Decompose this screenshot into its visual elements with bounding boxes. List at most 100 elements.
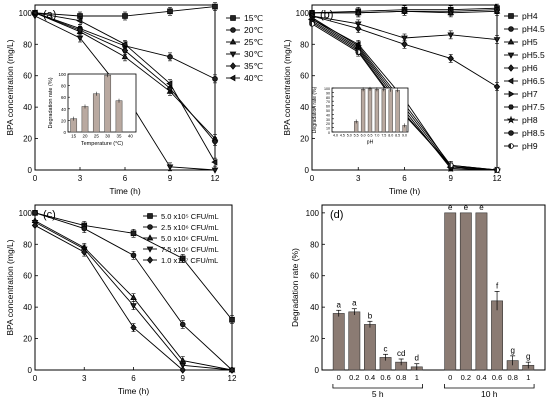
- x-tick-label: 9: [449, 174, 454, 183]
- series-2: [308, 6, 501, 18]
- data-point: [81, 225, 88, 232]
- y-tick-label: 60: [23, 72, 32, 81]
- x-tick-label: 0.4: [476, 373, 486, 382]
- data-point: [401, 35, 408, 42]
- inset-frame: [67, 73, 137, 133]
- bar: [332, 313, 345, 371]
- y-tick-label: 20: [23, 335, 32, 344]
- y-tick-label: 40: [300, 103, 309, 112]
- panel-c: 0 3 6 9 12 0 20 40 60 80 100 Time (h) BPA concentrat…: [5, 204, 237, 396]
- data-point: [211, 167, 219, 174]
- legend-entry: pH8: [522, 115, 538, 125]
- x-tick-label: 1: [415, 373, 419, 382]
- y-tick-label: 60: [310, 272, 319, 281]
- data-point: [166, 164, 174, 171]
- data-point: [179, 321, 186, 328]
- inset-x-tick-label: 25: [94, 134, 100, 139]
- inset-bar: [388, 89, 393, 133]
- data-point: [121, 40, 128, 48]
- significance-letter: e: [464, 203, 469, 212]
- data-point: [493, 37, 501, 44]
- x-tick-label: 12: [493, 174, 502, 183]
- x-tick-label: 0: [337, 373, 341, 382]
- inset-x-tick-label: 7.5: [381, 134, 386, 138]
- legend-marker: [147, 213, 153, 219]
- inset-y-tick-label: 90: [326, 91, 330, 95]
- inset-bar: [104, 74, 112, 133]
- legend-marker: [507, 64, 515, 72]
- data-point: [212, 76, 218, 82]
- bar: [364, 324, 376, 371]
- data-point: [76, 17, 83, 25]
- x-axis-label: Time (h): [109, 186, 140, 196]
- data-point: [447, 32, 455, 39]
- x-tick-label: 0: [448, 373, 452, 382]
- y-tick-label: 40: [23, 103, 32, 112]
- legend-entry: pH5: [522, 37, 538, 47]
- x-tick-label: 6: [402, 174, 407, 183]
- bar: [444, 212, 457, 371]
- bar: [459, 212, 472, 371]
- legend-marker: [508, 90, 515, 98]
- bar: [348, 311, 361, 371]
- y-tick-label: 0: [28, 366, 33, 375]
- legend-entry: 5.0 x10⁶ CFU/mL: [161, 234, 219, 243]
- legend-marker: [506, 115, 516, 124]
- data-point: [354, 9, 362, 16]
- data-point: [493, 82, 501, 91]
- y-tick-label: 0: [28, 166, 33, 175]
- significance-letter: a: [352, 299, 357, 308]
- x-tick-label: 0: [310, 174, 315, 183]
- legend-entry: pH6: [522, 63, 538, 73]
- inset-y-tick-label: 40: [326, 113, 330, 117]
- data-point: [493, 7, 501, 14]
- inset-y-tick-label: 40: [61, 107, 67, 112]
- significance-letter: f: [496, 281, 499, 290]
- inset-y-tick-label: 30: [326, 118, 330, 122]
- inset-y-tick-label: 50: [326, 109, 330, 113]
- y-axis-label: BPA concentration (mg/L): [282, 39, 292, 135]
- y-tick-label: 80: [23, 40, 32, 49]
- legend-entry: pH8.5: [522, 128, 545, 138]
- legend-entry: 1.0 x10⁷ CFU/mL: [161, 256, 218, 265]
- y-tick-label: 20: [310, 335, 319, 344]
- data-point: [355, 24, 362, 33]
- bar: [475, 212, 488, 371]
- legend-entry: 15℃: [244, 13, 263, 23]
- inset-x-tick-label: 35: [116, 134, 122, 139]
- inset-x-tick-label: 5.5: [354, 134, 359, 138]
- group-bracket: [444, 384, 535, 389]
- legend-entry: 40℃: [244, 73, 263, 83]
- x-tick-label: 0.2: [461, 373, 471, 382]
- y-tick-label: 80: [23, 240, 32, 249]
- data-point: [31, 221, 39, 230]
- data-point: [212, 3, 218, 10]
- legend-marker: [508, 104, 514, 110]
- data-point: [121, 53, 129, 60]
- bar: [491, 300, 503, 371]
- inset-x-tick-label: 40: [128, 134, 134, 139]
- legend-entry: pH4: [522, 11, 538, 21]
- x-tick-label: 6: [131, 374, 136, 383]
- panel-d: 0 20 40 60 80 100 Degradation rate (%) (d) a 0 a 0.…: [290, 203, 546, 399]
- inset-x-tick-label: 4.0: [333, 134, 338, 138]
- data-point: [401, 7, 408, 14]
- x-tick-label: 1: [526, 373, 530, 382]
- data-point: [211, 137, 219, 146]
- significance-letter: g: [510, 346, 514, 355]
- inset-a: 0 20 40 60 80 100 15 20 25 30 35 40 Temperature (°C)…: [48, 72, 137, 147]
- inset-bar: [367, 88, 373, 133]
- y-axis-label: BPA concentration (mg/L): [5, 239, 15, 335]
- significance-letter: d: [415, 354, 419, 363]
- data-point: [32, 210, 38, 216]
- data-point: [130, 303, 137, 310]
- inset-bar: [381, 89, 386, 133]
- data-point-fill: [355, 49, 359, 55]
- data-point: [122, 13, 128, 19]
- legend-entry: pH9: [522, 141, 538, 151]
- inset-x-tick-label: 8.5: [395, 134, 400, 138]
- x-tick-label: 12: [228, 374, 237, 383]
- inset-x-tick-label: 9.0: [402, 134, 407, 138]
- y-tick-label: 0: [315, 366, 320, 375]
